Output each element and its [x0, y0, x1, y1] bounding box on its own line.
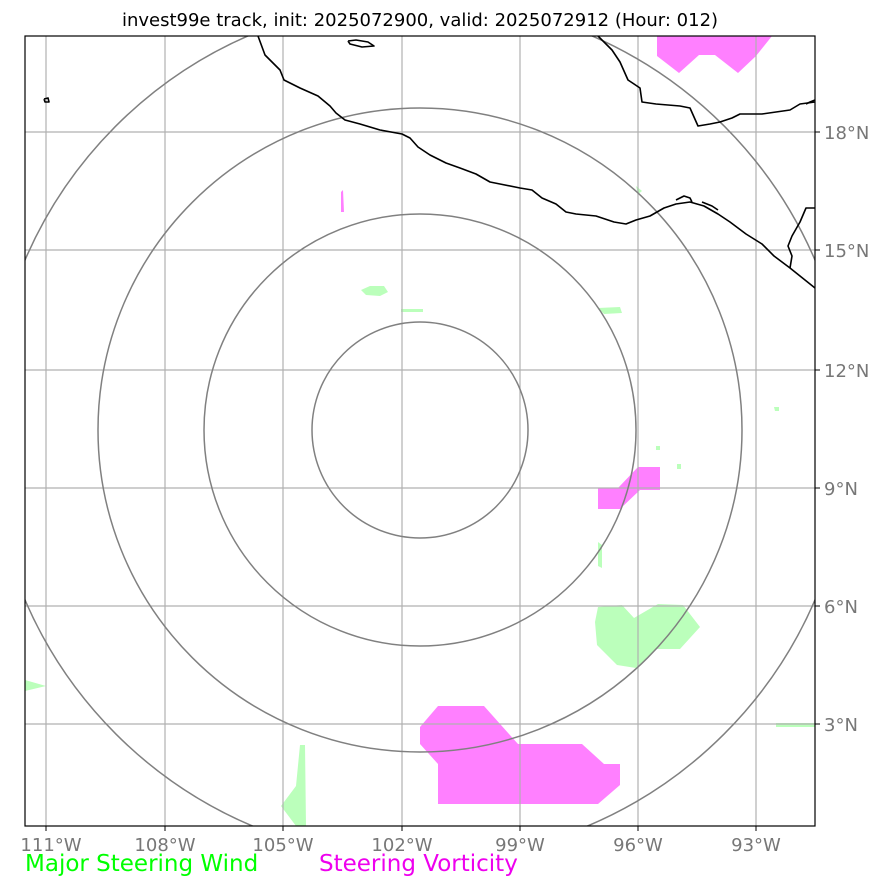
steering-wind-areas	[25, 186, 815, 826]
lat-tick-label: 3°N	[824, 715, 858, 736]
range-rings	[25, 36, 815, 826]
map-frame	[24, 35, 816, 827]
coastline	[43, 36, 815, 289]
lat-tick-label: 6°N	[824, 597, 858, 618]
lat-tick-label: 9°N	[824, 479, 858, 500]
range-ring-3	[97, 107, 743, 753]
lon-tick-label: 108°W	[134, 835, 195, 856]
lat-tick-label: 18°N	[824, 123, 869, 144]
lat-tick-label: 12°N	[824, 361, 869, 382]
lon-tick-label: 99°W	[495, 835, 545, 856]
lon-tick-label: 102°W	[371, 835, 432, 856]
lon-tick-label: 111°W	[20, 835, 81, 856]
gridlines	[25, 36, 815, 826]
lon-tick-label: 105°W	[252, 835, 313, 856]
lon-tick-labels: 111°W 108°W 105°W 102°W 99°W 96°W 93°W	[20, 835, 781, 856]
legend-steering-wind: Major Steering Wind	[25, 851, 259, 877]
range-ring-2	[203, 213, 637, 647]
lon-tick-marks	[45, 826, 757, 831]
steering-vorticity-areas	[341, 36, 772, 804]
lat-tick-marks	[815, 131, 820, 725]
lon-tick-label: 93°W	[731, 835, 781, 856]
range-ring-1	[311, 321, 529, 539]
lat-tick-label: 15°N	[824, 241, 869, 262]
lon-tick-label: 96°W	[613, 835, 663, 856]
map-title: invest99e track, init: 2025072900, valid…	[122, 10, 718, 31]
lat-tick-labels: 18°N 15°N 12°N 9°N 6°N 3°N	[824, 123, 869, 736]
legend-steering-vorticity: Steering Vorticity	[319, 851, 518, 877]
